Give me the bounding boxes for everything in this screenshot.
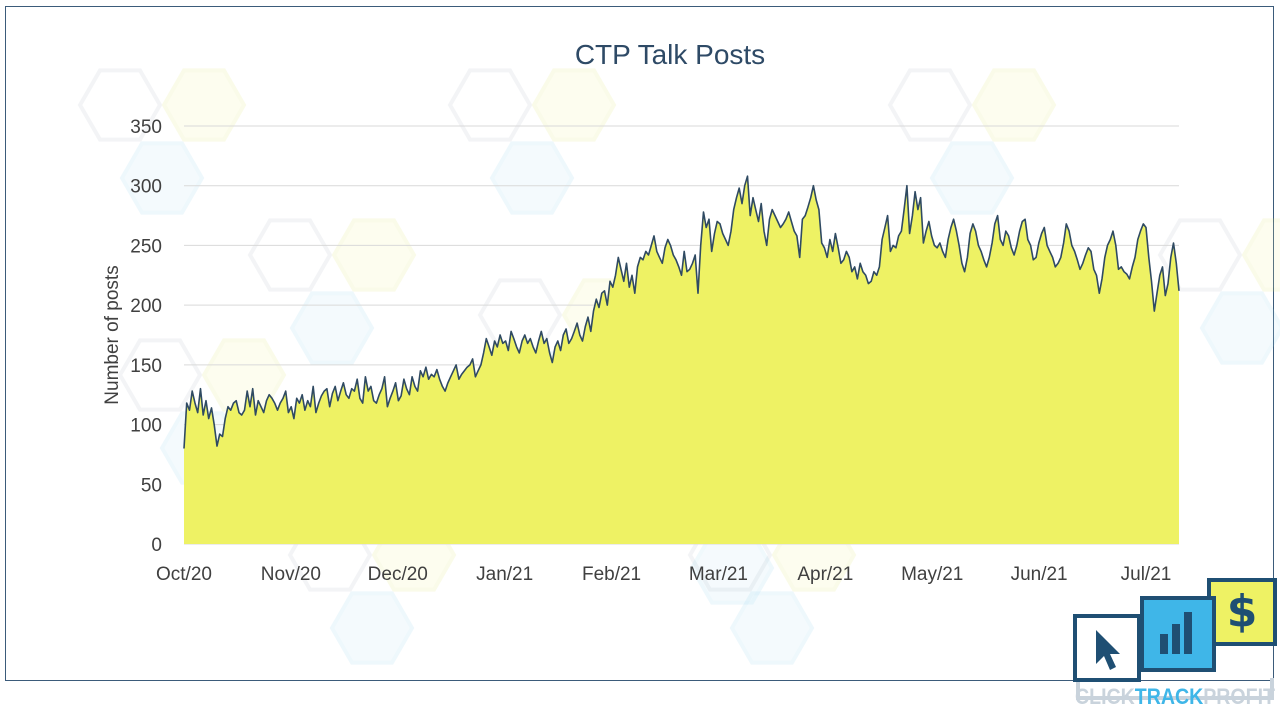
watermark-hex-cluster [77, 68, 247, 215]
logo-base-bar [1076, 678, 1274, 700]
watermark-hex-cluster [117, 338, 287, 485]
watermark-hex-cluster [887, 68, 1057, 215]
area-fill [184, 176, 1179, 544]
y-tick-label: 250 [130, 236, 162, 257]
x-tick-label: Jul/21 [1121, 564, 1172, 585]
x-axis: Oct/20 Nov/20 Dec/20 Jan/21 Feb/21 Mar/21 Apr/… [156, 564, 1171, 585]
series-line [183, 175, 1180, 449]
y-axis-label: Number of posts [102, 265, 123, 404]
x-tick-label: Nov/20 [261, 564, 321, 585]
logo-wordmark: CLICKTRACKPROFIT [1075, 684, 1275, 706]
watermark-hex-cluster [247, 218, 417, 365]
logo-yellow-box [1207, 578, 1277, 646]
x-tick-label: Feb/21 [582, 564, 641, 585]
svg-text:$: $ [1227, 586, 1258, 637]
logo-white-box [1073, 614, 1141, 682]
x-tick-label: Apr/21 [797, 564, 853, 585]
y-tick-label: 100 [130, 416, 162, 437]
series-layer [183, 175, 1180, 544]
watermark-hex-cluster [447, 68, 617, 215]
clicktrackprofit-logo: $ CLICKTRACKPROFIT [1073, 578, 1277, 706]
y-axis: 0 50 100 150 200 250 300 350 [130, 117, 162, 556]
y-tick-label: 0 [151, 535, 162, 556]
x-tick-label: Mar/21 [689, 564, 748, 585]
y-tick-label: 300 [130, 177, 162, 198]
x-tick-label: May/21 [901, 564, 963, 585]
x-tick-label: Oct/20 [156, 564, 212, 585]
y-tick-label: 200 [130, 296, 162, 317]
chart-title: CTP Talk Posts [575, 39, 765, 70]
x-tick-label: Dec/20 [368, 564, 428, 585]
y-tick-label: 350 [130, 117, 162, 138]
bar-chart-icon [1160, 612, 1192, 654]
y-tick-label: 150 [130, 356, 162, 377]
cursor-icon [1096, 630, 1120, 670]
dollar-icon: $ [1227, 586, 1258, 637]
y-tick-label: 50 [141, 475, 162, 496]
watermark-hex-cluster [1157, 218, 1280, 365]
x-tick-label: Jun/21 [1011, 564, 1068, 585]
x-tick-label: Jan/21 [476, 564, 533, 585]
